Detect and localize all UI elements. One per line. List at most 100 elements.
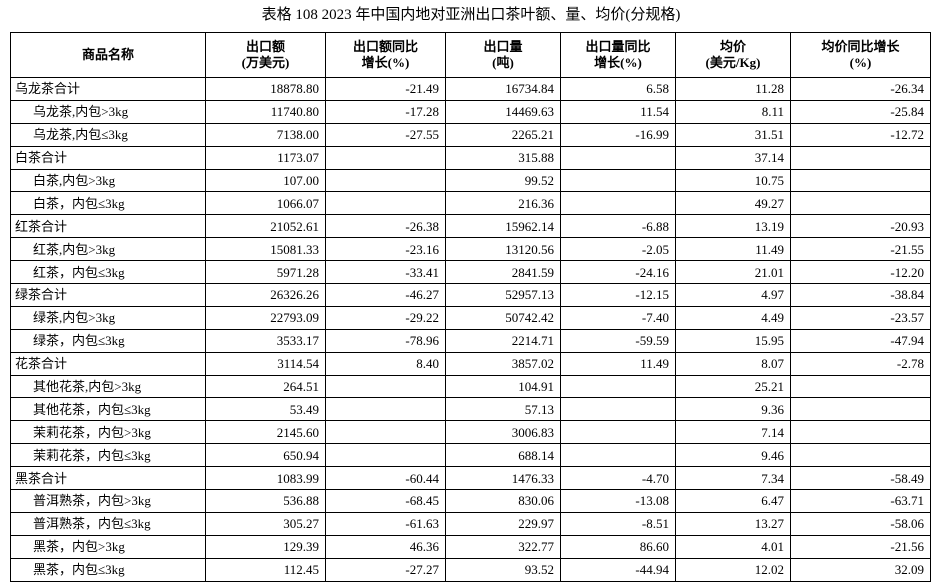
cell: 93.52 (445, 557, 561, 582)
row-label: 乌龙茶,内包≤3kg (10, 122, 206, 147)
cell: 11.28 (675, 77, 791, 101)
cell: 6.58 (560, 77, 676, 101)
header-line: 出口量 (483, 39, 523, 54)
cell (560, 374, 676, 399)
cell: 315.88 (445, 145, 561, 170)
cell: -25.84 (790, 99, 931, 124)
cell: 8.11 (675, 99, 791, 124)
cell: 11.49 (675, 237, 791, 262)
cell (790, 397, 931, 422)
cell: -12.15 (560, 283, 676, 307)
table-row: 乌龙茶,内包>3kg 11740.80 -17.28 14469.63 11.54 8.1… (10, 99, 931, 124)
cell (790, 168, 931, 193)
cell: -8.51 (560, 511, 676, 536)
cell: 25.21 (675, 374, 791, 399)
cell: 830.06 (445, 489, 561, 513)
header-line: (%) (849, 55, 872, 70)
row-label: 茉莉花茶，内包>3kg (10, 420, 206, 445)
cell: 322.77 (445, 534, 561, 559)
row-label: 黑茶，内包>3kg (10, 534, 206, 559)
cell: -44.94 (560, 557, 676, 582)
cell (560, 168, 676, 193)
cell: -58.49 (790, 466, 931, 491)
cell: -29.22 (325, 305, 446, 330)
cell: 11740.80 (205, 99, 326, 124)
cell: 1173.07 (205, 145, 326, 170)
cell: 3533.17 (205, 328, 326, 353)
row-label: 乌龙茶,内包>3kg (10, 99, 206, 124)
cell: -58.06 (790, 511, 931, 536)
cell: -38.84 (790, 283, 931, 307)
cell: 53.49 (205, 397, 326, 422)
table-row: 茉莉花茶，内包>3kg 2145.60 3006.83 7.14 (10, 420, 931, 445)
table-row: 黑茶合计 1083.99 -60.44 1476.33 -4.70 7.34 -58.49 (10, 466, 931, 491)
column-header: 出口量同比 增长(%) (560, 32, 676, 78)
table-title: 表格 108 2023 年中国内地对亚洲出口茶叶额、量、均价(分规格) (261, 7, 681, 23)
cell: 18878.80 (205, 77, 326, 101)
cell (325, 145, 446, 170)
table-row: 绿茶,内包>3kg 22793.09 -29.22 50742.42 -7.40 4.49… (10, 305, 931, 330)
row-label: 其他花茶，内包≤3kg (10, 397, 206, 422)
cell: 688.14 (445, 443, 561, 468)
cell: 46.36 (325, 534, 446, 559)
cell (560, 443, 676, 468)
cell: 8.07 (675, 351, 791, 376)
row-label: 茉莉花茶，内包≤3kg (10, 443, 206, 468)
row-label: 乌龙茶合计 (10, 77, 206, 101)
cell: 21052.61 (205, 214, 326, 239)
cell: -68.45 (325, 489, 446, 513)
cell: 16734.84 (445, 77, 561, 101)
header-line: (吨) (492, 55, 514, 70)
cell: 2145.60 (205, 420, 326, 445)
cell: 129.39 (205, 534, 326, 559)
row-label: 普洱熟茶，内包>3kg (10, 489, 206, 513)
header-line: (万美元) (241, 55, 290, 70)
cell: -27.27 (325, 557, 446, 582)
cell: -63.71 (790, 489, 931, 513)
cell (325, 191, 446, 216)
cell (790, 145, 931, 170)
row-label: 其他花茶,内包>3kg (10, 374, 206, 399)
cell: 7.34 (675, 466, 791, 491)
table-row: 白茶，内包≤3kg 1066.07 216.36 49.27 (10, 191, 931, 216)
cell: 229.97 (445, 511, 561, 536)
table-row: 茉莉花茶，内包≤3kg 650.94 688.14 9.46 (10, 443, 931, 468)
cell: 104.91 (445, 374, 561, 399)
column-header: 均价同比增长 (%) (790, 32, 931, 78)
cell: -17.28 (325, 99, 446, 124)
cell: 3857.02 (445, 351, 561, 376)
table-row: 黑茶，内包>3kg 129.39 46.36 322.77 86.60 4.01 -21.5… (10, 534, 931, 559)
cell: -21.49 (325, 77, 446, 101)
table-row: 白茶,内包>3kg 107.00 99.52 10.75 (10, 168, 931, 193)
data-table: 商品名称 出口额 (万美元) 出口额同比 增长(%) 出口量 (吨) 出口量同比 增长(%) 均价… (10, 32, 931, 582)
cell: -24.16 (560, 260, 676, 285)
row-label: 普洱熟茶，内包≤3kg (10, 511, 206, 536)
cell (560, 420, 676, 445)
cell: 7.14 (675, 420, 791, 445)
cell: 1476.33 (445, 466, 561, 491)
cell: 26326.26 (205, 283, 326, 307)
header-line: 出口量同比 (585, 39, 651, 54)
table-row: 绿茶合计 26326.26 -46.27 52957.13 -12.15 4.97 -38.… (10, 283, 931, 307)
cell: -23.16 (325, 237, 446, 262)
cell: -78.96 (325, 328, 446, 353)
table-row: 其他花茶，内包≤3kg 53.49 57.13 9.36 (10, 397, 931, 422)
cell: 32.09 (790, 557, 931, 582)
row-label: 红茶合计 (10, 214, 206, 239)
cell: 536.88 (205, 489, 326, 513)
cell: -12.72 (790, 122, 931, 147)
cell: 5971.28 (205, 260, 326, 285)
header-line: 增长(%) (594, 55, 642, 70)
cell (790, 420, 931, 445)
cell (560, 145, 676, 170)
cell: 14469.63 (445, 99, 561, 124)
table-row: 黑茶，内包≤3kg 112.45 -27.27 93.52 -44.94 12.02 32.… (10, 557, 931, 582)
header-line: 商品名称 (81, 47, 134, 62)
cell: 22793.09 (205, 305, 326, 330)
cell: -13.08 (560, 489, 676, 513)
cell: 264.51 (205, 374, 326, 399)
cell: -7.40 (560, 305, 676, 330)
cell: -26.34 (790, 77, 931, 101)
cell: 11.49 (560, 351, 676, 376)
